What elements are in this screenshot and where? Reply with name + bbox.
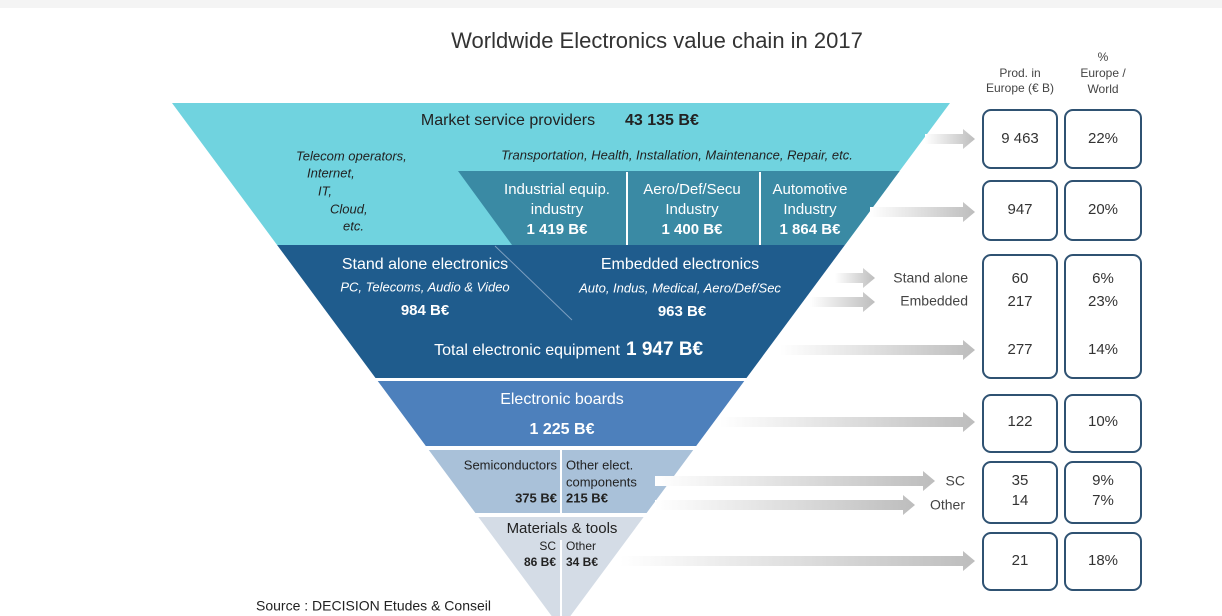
label: Industry <box>665 201 719 218</box>
label: Market service providers <box>421 112 595 129</box>
value: 984 B€ <box>401 302 450 319</box>
prod-value: 947 <box>1007 201 1032 218</box>
prod-value: 21 <box>1012 552 1029 569</box>
arrow <box>780 340 975 360</box>
box <box>982 532 1058 591</box>
value: 1 419 B€ <box>527 221 589 238</box>
header: Europe / <box>1080 66 1126 80</box>
box <box>982 180 1058 241</box>
prod-value: 277 <box>1007 341 1032 358</box>
source: Source : DECISION Etudes & Conseil <box>256 598 491 614</box>
value: 215 B€ <box>566 490 608 505</box>
prod-value: 14 <box>1012 492 1029 509</box>
label: Transportation, Health, Installation, Ma… <box>501 147 853 162</box>
box <box>1064 254 1142 379</box>
label: Stand alone electronics <box>342 256 508 273</box>
arrow <box>655 495 915 515</box>
label: Semiconductors <box>464 457 558 472</box>
header: Prod. in <box>999 66 1040 80</box>
value: 1 400 B€ <box>662 221 724 238</box>
share-value: 10% <box>1088 413 1118 430</box>
row-label: Other <box>930 497 965 513</box>
label: Total electronic equipment <box>434 342 620 359</box>
share-value: 18% <box>1088 552 1118 569</box>
label: Cloud, <box>330 201 368 216</box>
label: Electronic boards <box>500 391 624 408</box>
value: 963 B€ <box>658 303 707 320</box>
share-value: 6% <box>1092 270 1114 287</box>
label: Telecom operators, <box>296 148 407 163</box>
value: 1 947 B€ <box>626 339 704 360</box>
arrow <box>870 202 975 222</box>
arrow <box>925 129 975 149</box>
label: SC <box>539 539 556 553</box>
label: Aero/Def/Secu <box>643 181 741 198</box>
header: Europe (€ B) <box>986 81 1054 95</box>
label: industry <box>531 201 584 218</box>
pyramid-band <box>277 245 845 378</box>
industry-band <box>458 171 900 245</box>
share-value: 23% <box>1088 293 1118 310</box>
arrow <box>810 292 875 312</box>
box <box>1064 532 1142 591</box>
label: IT, <box>318 183 332 198</box>
prod-value: 35 <box>1012 472 1029 489</box>
label: Other <box>566 539 596 553</box>
share-value: 22% <box>1088 130 1118 147</box>
prod-value: 122 <box>1007 413 1032 430</box>
value: 34 B€ <box>566 555 598 569</box>
arrow <box>835 268 875 288</box>
label: PC, Telecoms, Audio & Video <box>340 279 509 294</box>
label: Industry <box>783 201 837 218</box>
value: 43 135 B€ <box>625 112 699 129</box>
label: components <box>566 474 637 489</box>
header: % <box>1098 50 1109 64</box>
label: Auto, Indus, Medical, Aero/Def/Sec <box>578 280 781 295</box>
label: etc. <box>343 218 364 233</box>
label: Materials & tools <box>507 520 618 537</box>
share-value: 20% <box>1088 201 1118 218</box>
header: World <box>1087 82 1118 96</box>
label: Industrial equip. <box>504 181 610 198</box>
box <box>1064 394 1142 453</box>
box <box>982 461 1058 524</box>
value: 1 864 B€ <box>780 221 842 238</box>
row-label: Stand alone <box>893 270 968 286</box>
box <box>982 394 1058 453</box>
box <box>982 109 1058 169</box>
value: 1 225 B€ <box>530 421 595 438</box>
label: Internet, <box>307 165 355 180</box>
top-bar <box>0 0 1222 8</box>
arrow <box>720 412 975 432</box>
box <box>982 254 1058 379</box>
arrow <box>620 551 975 571</box>
box <box>1064 109 1142 169</box>
value: 86 B€ <box>524 555 556 569</box>
pyramid-band <box>377 381 745 446</box>
row-label: Embedded <box>900 293 968 309</box>
share-value: 9% <box>1092 472 1114 489</box>
value: 375 B€ <box>515 490 557 505</box>
arrow <box>655 471 935 491</box>
label: Other elect. <box>566 457 633 472</box>
share-value: 7% <box>1092 492 1114 509</box>
prod-value: 60 <box>1012 270 1029 287</box>
box <box>1064 461 1142 524</box>
prod-value: 217 <box>1007 293 1032 310</box>
label: Automotive <box>772 181 847 198</box>
title: Worldwide Electronics value chain in 201… <box>451 28 863 53</box>
row-label: SC <box>946 473 965 489</box>
divider <box>494 245 573 321</box>
prod-value: 9 463 <box>1001 130 1039 147</box>
label: Embedded electronics <box>601 256 759 273</box>
box <box>1064 180 1142 241</box>
share-value: 14% <box>1088 341 1118 358</box>
